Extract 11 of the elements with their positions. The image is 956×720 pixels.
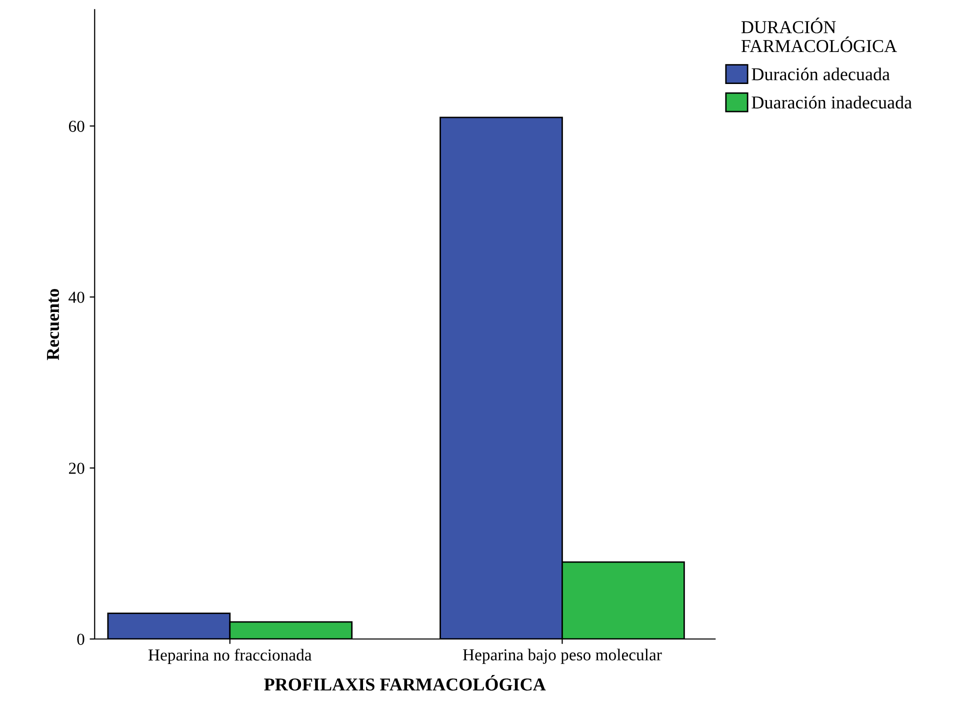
- y-tick-label: 60: [68, 120, 84, 132]
- y-axis-title: Recuento: [47, 288, 60, 360]
- x-tick-label: Heparina bajo peso molecular: [462, 648, 662, 664]
- legend-title: DURACIÓN FARMACOLÓGICA: [741, 18, 897, 52]
- x-tick-label: Heparina no fraccionada: [148, 648, 312, 664]
- y-tick-label: 20: [68, 462, 84, 474]
- y-tick-label: 0: [77, 634, 84, 645]
- y-tick-label: 40: [68, 292, 84, 303]
- legend-label: Duaración inadecuada: [752, 96, 912, 109]
- x-axis-title: PROFILAXIS FARMACOLÓGICA: [264, 674, 546, 691]
- legend-label: Duración adecuada: [752, 68, 890, 80]
